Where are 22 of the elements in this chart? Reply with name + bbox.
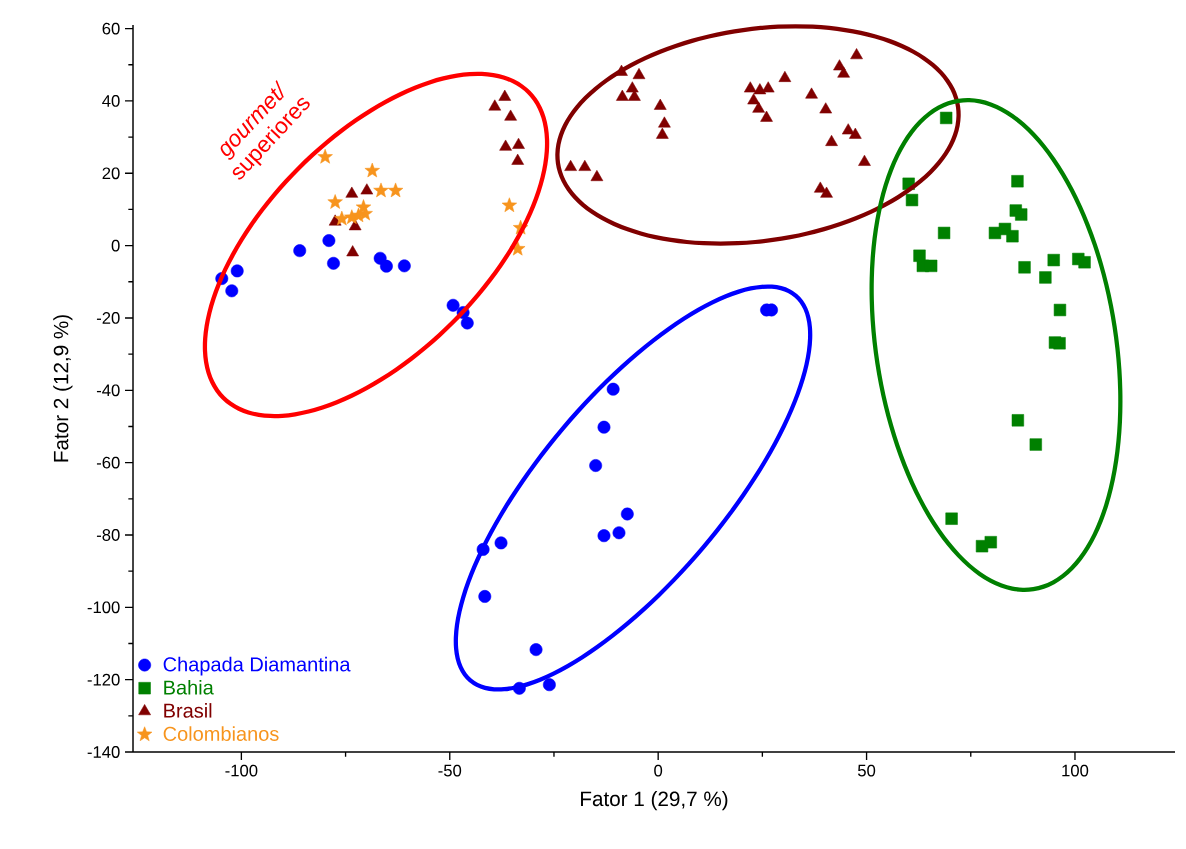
y-tick-label: -100 <box>87 601 120 614</box>
legend-label: Bahia <box>164 679 214 695</box>
x-tick-label: 100 <box>1062 764 1089 777</box>
y-tick-label: -20 <box>96 312 120 324</box>
y-tick-label: 60 <box>102 22 120 35</box>
legend-label: Brasil <box>164 703 212 718</box>
y-tick-label: -40 <box>96 384 120 397</box>
x-tick-label: -100 <box>225 764 258 777</box>
y-tick-label: -140 <box>87 746 120 758</box>
x-tick-label: 0 <box>654 764 663 777</box>
legend-label: Colombianos <box>163 726 279 741</box>
legend-label: Chapada Diamantina <box>163 656 351 676</box>
y-tick-label: 40 <box>102 95 120 107</box>
y-tick-label: -120 <box>87 673 120 686</box>
y-tick-label: -60 <box>96 456 120 469</box>
y-tick-label: -80 <box>96 529 120 541</box>
y-tick-label: 20 <box>102 167 120 180</box>
y-axis-title: Fator 2 (12,9 %) <box>53 315 73 462</box>
x-axis-title: Fator 1 (29,7 %) <box>581 790 728 811</box>
x-tick-label: 50 <box>857 764 876 777</box>
x-tick-label: -50 <box>438 764 462 777</box>
y-tick-label: 0 <box>111 239 120 252</box>
